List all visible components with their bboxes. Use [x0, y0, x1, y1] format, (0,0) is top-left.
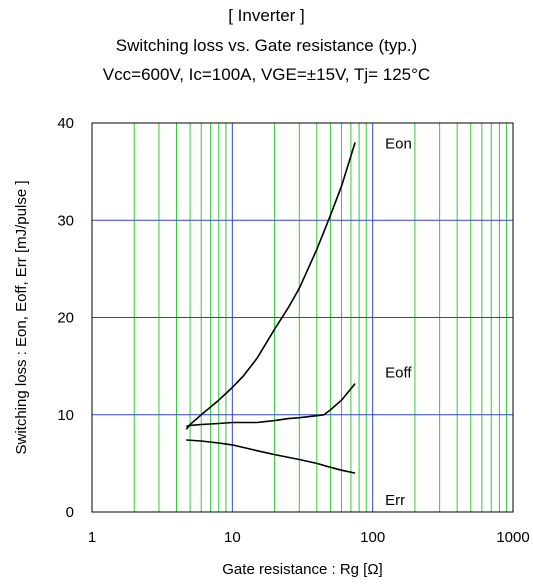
chart-title: Switching loss vs. Gate resistance (typ.… — [115, 36, 418, 55]
chart-conditions: Vcc=600V, Ic=100A, VGE=±15V, Tj= 125°C — [102, 65, 431, 84]
tick-labels: 1 10 100 1000 0 10 20 30 40 — [57, 115, 529, 546]
x-tick-label: 1000 — [496, 529, 529, 546]
x-axis-label: Gate resistance : Rg [Ω] — [222, 561, 382, 578]
series-label-err: Err — [385, 492, 405, 509]
y-tick-label: 0 — [66, 504, 74, 521]
section-label: [ Inverter ] — [228, 6, 305, 25]
y-tick-label: 30 — [57, 212, 74, 229]
series-line-err — [186, 439, 356, 474]
x-tick-label: 1 — [88, 529, 96, 546]
series-line-eoff — [186, 383, 356, 428]
plot-frame — [91, 122, 514, 513]
series-labels: Eon Eoff Err — [385, 135, 412, 509]
x-tick-label: 10 — [224, 529, 241, 546]
series-label-eon: Eon — [385, 135, 412, 152]
y-tick-label: 40 — [57, 115, 74, 132]
x-tick-label: 100 — [360, 529, 385, 546]
series-lines — [185, 142, 356, 474]
grid — [91, 122, 514, 513]
series-line-eon — [185, 142, 356, 430]
series-label-eoff: Eoff — [385, 365, 412, 382]
y-tick-label: 20 — [57, 310, 74, 327]
y-axis-label: Switching loss : Eon, Eoff, Err [mJ/puls… — [13, 181, 30, 455]
y-tick-label: 10 — [57, 407, 74, 424]
